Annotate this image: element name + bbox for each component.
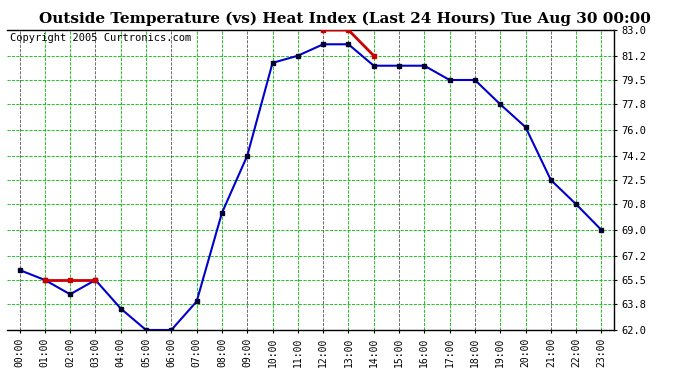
Text: Copyright 2005 Curtronics.com: Copyright 2005 Curtronics.com <box>10 33 191 43</box>
Text: Outside Temperature (vs) Heat Index (Last 24 Hours) Tue Aug 30 00:00: Outside Temperature (vs) Heat Index (Las… <box>39 11 651 26</box>
